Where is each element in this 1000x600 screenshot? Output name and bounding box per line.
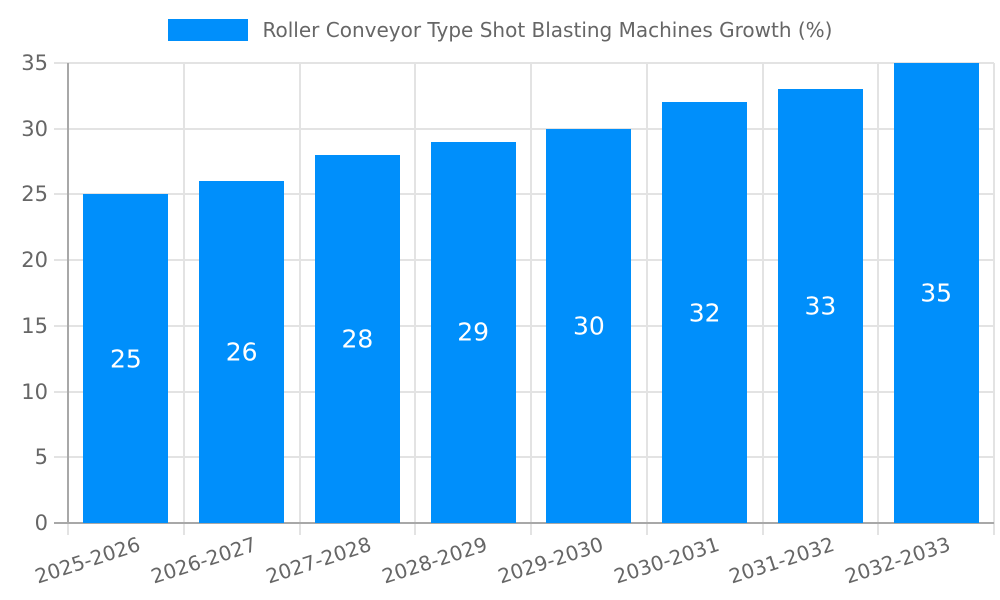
bar-value-label: 29 [457,317,490,347]
bar-value-label: 32 [688,298,721,328]
bar[interactable] [314,155,400,523]
legend-item[interactable]: Roller Conveyor Type Shot Blasting Machi… [167,18,833,42]
v-gridline [761,63,764,535]
bar-value-label: 35 [920,278,953,308]
v-gridline [530,63,532,535]
y-tick-label: 10 [21,379,48,404]
x-tick-label: 2029-2030 [494,532,606,589]
bar-value-label: 26 [225,337,258,367]
y-tick-label: 30 [21,116,48,141]
h-gridline [54,127,994,130]
x-axis-line [54,522,994,524]
bar[interactable] [662,102,748,523]
legend-label: Roller Conveyor Type Shot Blasting Machi… [262,18,833,42]
h-gridline [54,259,994,262]
y-tick-label: 5 [34,445,48,470]
x-tick-label: 2027-2028 [263,532,375,589]
legend-swatch-icon [167,19,248,41]
x-tick-label: 2032-2033 [842,532,954,589]
bar[interactable] [83,194,169,523]
bar-value-label: 30 [572,311,605,341]
y-tick-label: 15 [21,313,48,338]
bar[interactable] [546,128,632,523]
x-tick-label: 2026-2027 [147,532,259,589]
bar-value-label: 25 [109,344,142,374]
y-tick-label: 20 [21,248,48,273]
v-gridline [877,63,880,535]
bar[interactable] [893,63,979,523]
h-gridline [54,62,994,64]
y-tick-label: 35 [21,51,48,75]
bar-value-label: 33 [804,291,837,321]
bar[interactable] [199,181,285,523]
x-tick-label: 2025-2026 [31,532,143,589]
plot-area: 25 26 28 29 30 32 33 35 [54,62,995,535]
bar[interactable] [430,141,516,523]
h-gridline [54,324,994,327]
chart-legend: Roller Conveyor Type Shot Blasting Machi… [0,18,1000,42]
v-gridline [645,63,648,535]
y-axis-line [67,63,69,523]
h-gridline [54,193,994,196]
v-gridline [993,63,995,535]
v-gridline [182,63,185,535]
x-tick-label: 2030-2031 [610,532,722,589]
h-gridline [54,456,994,459]
bar-value-label: 28 [341,324,374,354]
x-tick-label: 2028-2029 [379,532,491,589]
v-gridline [298,63,301,535]
x-tick-label: 2031-2032 [726,532,838,589]
y-tick-label: 0 [34,511,48,535]
bar[interactable] [777,89,863,523]
h-gridline [54,390,994,393]
v-gridline [414,63,417,535]
y-tick-label: 25 [21,182,48,207]
